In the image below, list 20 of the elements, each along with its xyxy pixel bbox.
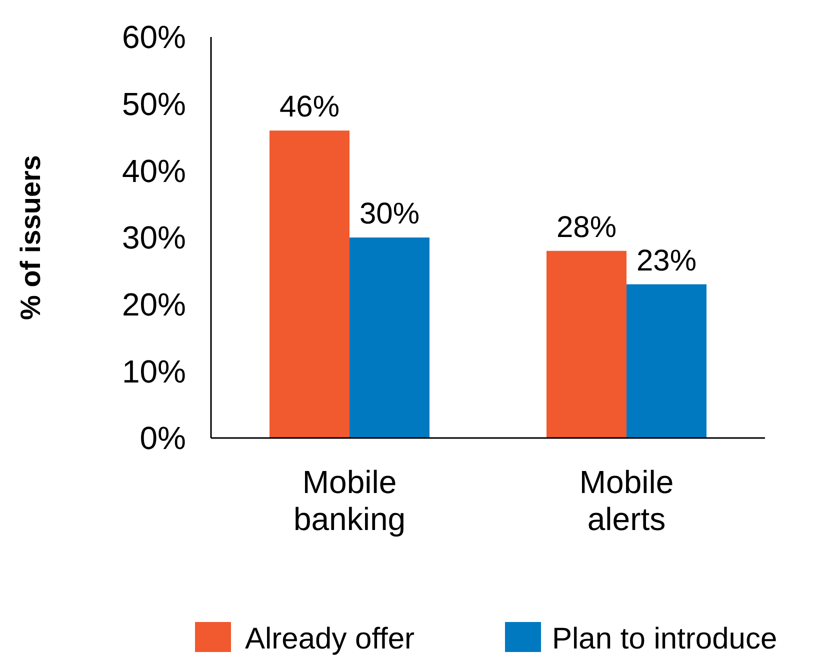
y-tick-label: 60%: [122, 19, 186, 56]
y-axis-title: % of issuers: [15, 155, 46, 320]
y-tick-label: 40%: [122, 152, 186, 189]
y-tick-label: 30%: [122, 220, 186, 256]
data-label: 46%: [279, 90, 340, 124]
x-tick-label: Mobile banking: [293, 464, 406, 537]
y-tick-label: 50%: [122, 86, 186, 122]
y-tick-label: 20%: [122, 286, 186, 323]
data-label: 30%: [359, 198, 420, 230]
bar: [270, 130, 350, 438]
data-label: 23%: [636, 244, 697, 278]
bar: [546, 250, 626, 438]
legend-label: Plan to introduce: [552, 622, 778, 655]
y-tick-label: 10%: [122, 353, 186, 390]
y-tick-label: 0%: [140, 420, 186, 456]
x-tick-label: Mobile alerts: [579, 464, 674, 537]
data-label: 28%: [556, 210, 617, 244]
bar: [626, 284, 706, 438]
bar: [350, 238, 430, 438]
legend-label: Already offer: [245, 622, 415, 655]
